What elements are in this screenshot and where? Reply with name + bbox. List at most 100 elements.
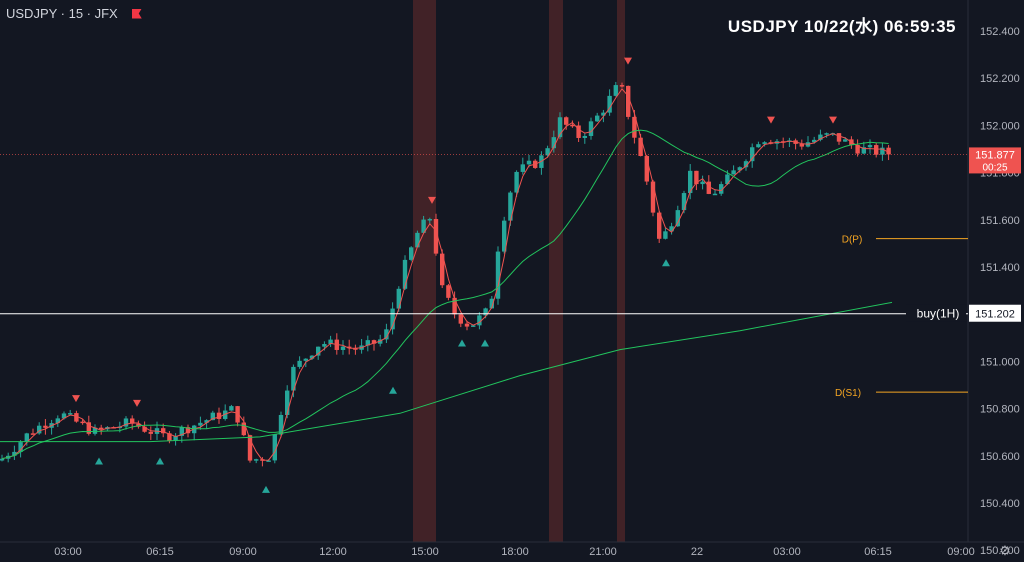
ma-mid-line [1,129,889,460]
candle-body [185,427,191,434]
candle-body [247,435,253,461]
candle-body [874,145,879,155]
x-tick-label: 03:00 [773,546,801,558]
candle-body [123,418,129,427]
candle-body [619,85,625,87]
candle-body [576,125,581,138]
candle-body [836,133,842,142]
candle-body [99,427,104,430]
candle-body [37,425,42,434]
candle-body [316,346,321,356]
candle-body [650,181,656,213]
x-tick-label: 03:00 [54,546,82,558]
candle-body [210,412,215,421]
last-price-text: 151.877 [975,149,1015,161]
candle-body [489,298,494,309]
candle-body [353,348,358,350]
candle-body [303,358,308,361]
candle-body [669,226,674,232]
y-tick-label: 151.600 [980,215,1020,227]
candle-body [55,418,60,424]
candle-body [161,428,166,434]
candle-body [588,121,594,136]
candle-body [309,355,315,359]
candle-body [74,413,79,422]
candle-body [694,170,699,185]
candle-body [880,147,885,155]
candle-body [272,434,277,461]
candle-body [657,212,662,239]
flag-icon[interactable] [131,8,142,19]
candle-body [638,137,643,157]
gear-icon[interactable]: ⚙ [999,543,1011,558]
ma-slow-line [0,301,893,443]
candle-body [390,308,395,330]
candle-body [818,134,823,140]
ds1-level-label: D(S1) [835,388,861,399]
candle-body [328,339,333,345]
candle-body [712,193,718,196]
symbol-line: USDJPY · 15 · JFX [6,6,118,21]
candle-body [278,414,284,435]
candle-body [148,431,153,434]
candle-body [61,413,67,419]
candle-body [254,459,259,461]
candle-body [502,220,507,252]
buy-signal-marker [156,457,164,465]
x-tick-label: 18:00 [501,546,529,558]
candle-body [557,117,563,138]
session-shade [413,0,436,542]
buy-price-text: 151.202 [975,309,1015,321]
candle-body [861,147,866,154]
candle-body [167,433,172,441]
candle-body [440,253,445,286]
candle-body [427,218,432,221]
y-tick-label: 151.000 [980,356,1020,368]
buy-signal-marker [662,259,670,267]
candle-body [464,323,470,327]
candle-body [458,314,463,324]
candle-body [371,340,377,344]
session-shade [617,0,625,542]
session-shade [549,0,563,542]
candle-body [626,85,631,117]
buy-signal-marker [458,339,466,347]
candle-body [30,433,36,435]
candle-body [824,133,829,135]
candle-body [520,164,525,172]
ma-fast-line [1,88,889,461]
candle-body [613,85,618,96]
candle-body [409,247,414,260]
y-tick-label: 152.000 [980,120,1020,132]
candle-body [731,170,736,175]
candle-body [762,142,767,145]
candle-body [384,329,389,340]
candle-body [291,366,296,391]
candle-body [545,148,550,156]
candle-body [508,192,513,221]
y-tick-label: 151.400 [980,262,1020,274]
buy-label-bg [906,304,966,322]
candle-body [86,422,91,434]
candle-body [471,325,476,327]
clock-readout: USDJPY 10/22(水) 06:59:35 [727,17,956,36]
candle-body [24,433,29,443]
y-tick-label: 152.400 [980,26,1020,38]
sell-signal-marker [767,116,775,124]
candle-body [43,425,48,428]
candle-body [92,427,98,434]
candle-body [229,406,234,411]
candle-body [867,145,873,148]
candle-body [700,181,705,185]
candle-body [595,115,600,122]
candle-body [483,308,488,316]
candle-body [737,167,742,171]
buy-signal-marker [481,339,489,347]
buy-price-tag [969,304,1021,322]
candle-body [570,124,575,127]
candle-body [421,219,426,233]
candle-body [607,95,612,113]
candle-body [446,285,451,298]
